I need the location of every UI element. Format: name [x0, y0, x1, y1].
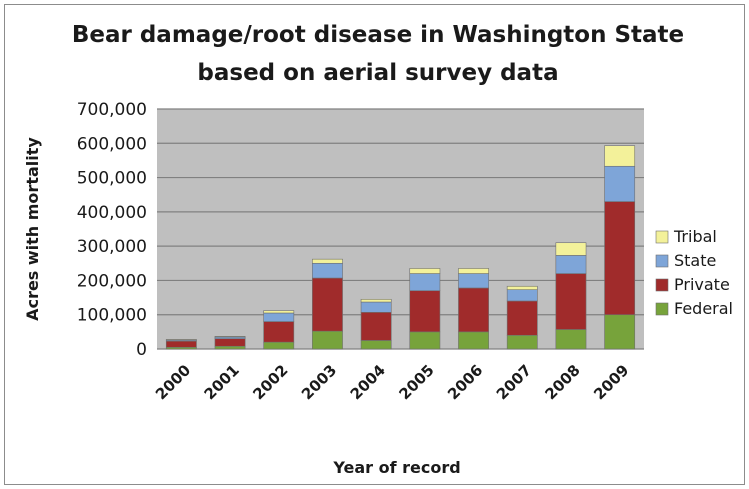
y-tick-label: 700,000 [77, 100, 147, 120]
x-tick-label: 2000 [152, 361, 194, 403]
bar-segment-state-2005 [410, 274, 440, 291]
bar-segment-tribal-2009 [605, 146, 635, 167]
y-tick-label: 200,000 [77, 271, 147, 291]
bar-segment-state-2009 [605, 166, 635, 201]
bar-segment-private-2009 [605, 202, 635, 315]
bar-segment-private-2003 [312, 278, 342, 331]
bar-segment-tribal-2000 [166, 339, 196, 340]
bar-segment-tribal-2003 [312, 259, 342, 263]
bar-segment-federal-2001 [215, 346, 245, 349]
bar-segment-federal-2009 [605, 315, 635, 349]
bar-segment-private-2001 [215, 339, 245, 347]
bar-segment-private-2006 [458, 288, 488, 332]
x-tick-label: 2006 [444, 361, 486, 403]
chart-title-line-2: based on aerial survey data [197, 60, 558, 86]
y-tick-label: 500,000 [77, 169, 147, 189]
legend-swatch-state [656, 255, 668, 267]
bar-segment-federal-2008 [556, 329, 586, 349]
x-tick-label: 2007 [493, 361, 535, 403]
y-axis-label: Acres with mortality [23, 137, 42, 321]
x-tick-label: 2001 [201, 361, 243, 403]
bar-segment-private-2004 [361, 312, 391, 340]
legend-label-private: Private [674, 275, 730, 294]
x-axis-label: Year of record [332, 458, 460, 477]
legend-swatch-tribal [656, 231, 668, 243]
bar-segment-private-2005 [410, 291, 440, 332]
legend-label-state: State [674, 251, 716, 270]
bar-segment-state-2002 [264, 313, 294, 322]
bar-segment-federal-2006 [458, 332, 488, 349]
x-tick-label: 2002 [249, 361, 291, 403]
x-tick-label: 2008 [542, 361, 584, 403]
bar-segment-tribal-2002 [264, 311, 294, 313]
bar-segment-federal-2007 [507, 335, 537, 349]
bar-segment-private-2000 [166, 341, 196, 347]
x-tick-label: 2009 [590, 361, 632, 403]
bar-segment-private-2008 [556, 274, 586, 330]
legend-swatch-federal [656, 303, 668, 315]
bar-segment-federal-2004 [361, 340, 391, 349]
chart-title-line-1: Bear damage/root disease in Washington S… [72, 22, 684, 48]
bar-segment-tribal-2008 [556, 243, 586, 256]
x-tick-label: 2005 [395, 361, 437, 403]
bar-segment-tribal-2007 [507, 286, 537, 289]
bar-segment-tribal-2006 [458, 268, 488, 273]
bar-segment-state-2004 [361, 302, 391, 312]
bar-segment-federal-2003 [312, 331, 342, 349]
bar-segment-state-2007 [507, 290, 537, 301]
bar-segment-tribal-2004 [361, 299, 391, 302]
x-tick-label: 2004 [347, 361, 389, 403]
x-axis-ticks: 2000 2001 2002 2003 2004 2005 2006 2007 2008 2009 [152, 361, 633, 403]
bar-segment-private-2002 [264, 322, 294, 343]
y-tick-label: 400,000 [77, 203, 147, 223]
y-axis-ticks: 0 100,000 200,000 300,000 400,000 500,000 600,… [77, 100, 147, 360]
bar-segment-state-2008 [556, 255, 586, 273]
y-tick-label: 300,000 [77, 237, 147, 257]
y-tick-label: 0 [136, 340, 147, 360]
bar-segment-federal-2005 [410, 332, 440, 349]
y-tick-label: 600,000 [77, 134, 147, 154]
bar-segment-federal-2002 [264, 342, 294, 349]
legend-label-federal: Federal [674, 299, 733, 318]
bar-segment-state-2006 [458, 274, 488, 288]
y-tick-label: 100,000 [77, 306, 147, 326]
bar-segment-tribal-2001 [215, 336, 245, 337]
x-tick-label: 2003 [298, 361, 340, 403]
bar-segment-private-2007 [507, 301, 537, 335]
legend-label-tribal: Tribal [673, 227, 717, 246]
legend-swatch-private [656, 279, 668, 291]
legend: Tribal State Private Federal [656, 227, 733, 318]
bar-segment-state-2003 [312, 263, 342, 278]
bar-segment-tribal-2005 [410, 268, 440, 273]
